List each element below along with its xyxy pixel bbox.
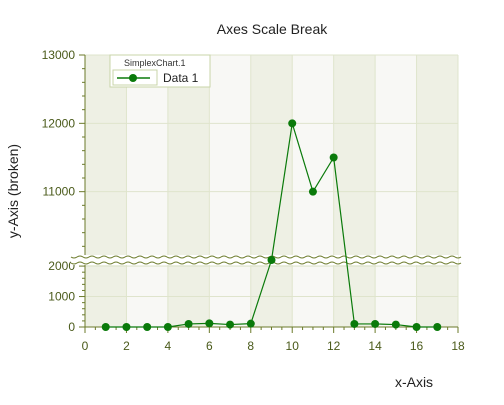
- x-tick-label: 0: [82, 339, 89, 353]
- scale-break-line: [70, 255, 462, 259]
- data-point: [246, 319, 255, 328]
- legend-marker: [129, 74, 137, 82]
- data-point: [371, 319, 380, 328]
- data-point: [122, 323, 131, 331]
- scale-break-line: [70, 261, 462, 265]
- x-tick-label: 10: [286, 339, 300, 353]
- series-layer: [101, 119, 442, 331]
- data-point: [205, 319, 214, 328]
- data-point: [226, 320, 235, 329]
- data-point: [184, 319, 193, 328]
- x-tick-label: 18: [451, 339, 465, 353]
- data-point: [163, 323, 172, 331]
- grid-band: [416, 55, 458, 327]
- data-point: [101, 323, 110, 331]
- y-tick-label: 12000: [42, 116, 76, 130]
- grid-band: [250, 55, 293, 327]
- data-point: [288, 119, 297, 128]
- scale-break: [70, 255, 462, 265]
- data-point: [329, 153, 338, 162]
- x-tick-label: 6: [206, 339, 213, 353]
- data-point: [308, 187, 317, 196]
- y-tick-label: 11000: [43, 185, 76, 199]
- grid: [84, 54, 459, 328]
- axes: 0 2 4 6 8 10 12 14 16 18 11000 12000 13000 0 1000 2000: [42, 48, 465, 353]
- x-axis-label: x-Axis: [395, 374, 433, 390]
- chart-title: Axes Scale Break: [217, 21, 328, 37]
- x-tick-label: 4: [165, 339, 172, 353]
- y-tick-label: 2000: [48, 259, 75, 273]
- legend[interactable]: SimplexChart.1 Data 1: [109, 54, 211, 88]
- x-tick-label: 2: [123, 339, 130, 353]
- x-tick-label: 16: [410, 339, 424, 353]
- x-tick-label: 12: [327, 339, 341, 353]
- legend-series-label: Data 1: [163, 71, 199, 85]
- data-point: [350, 319, 359, 328]
- grid-band: [167, 55, 210, 327]
- grid-band: [85, 55, 127, 327]
- scale-break-band: [71, 255, 458, 265]
- y-axis-label: y-Axis (broken): [5, 144, 21, 238]
- data-point: [391, 320, 400, 329]
- y-tick-label: 1000: [48, 290, 75, 304]
- y-tick-label: 0: [68, 320, 75, 334]
- data-point: [433, 323, 442, 331]
- data-point: [143, 323, 152, 331]
- grid-band: [333, 55, 376, 327]
- data-point: [412, 323, 421, 331]
- y-tick-label: 13000: [42, 48, 76, 62]
- x-tick-label: 14: [368, 339, 382, 353]
- x-tick-label: 8: [247, 339, 254, 353]
- data-point: [267, 256, 276, 264]
- legend-title: SimplexChart.1: [124, 58, 186, 68]
